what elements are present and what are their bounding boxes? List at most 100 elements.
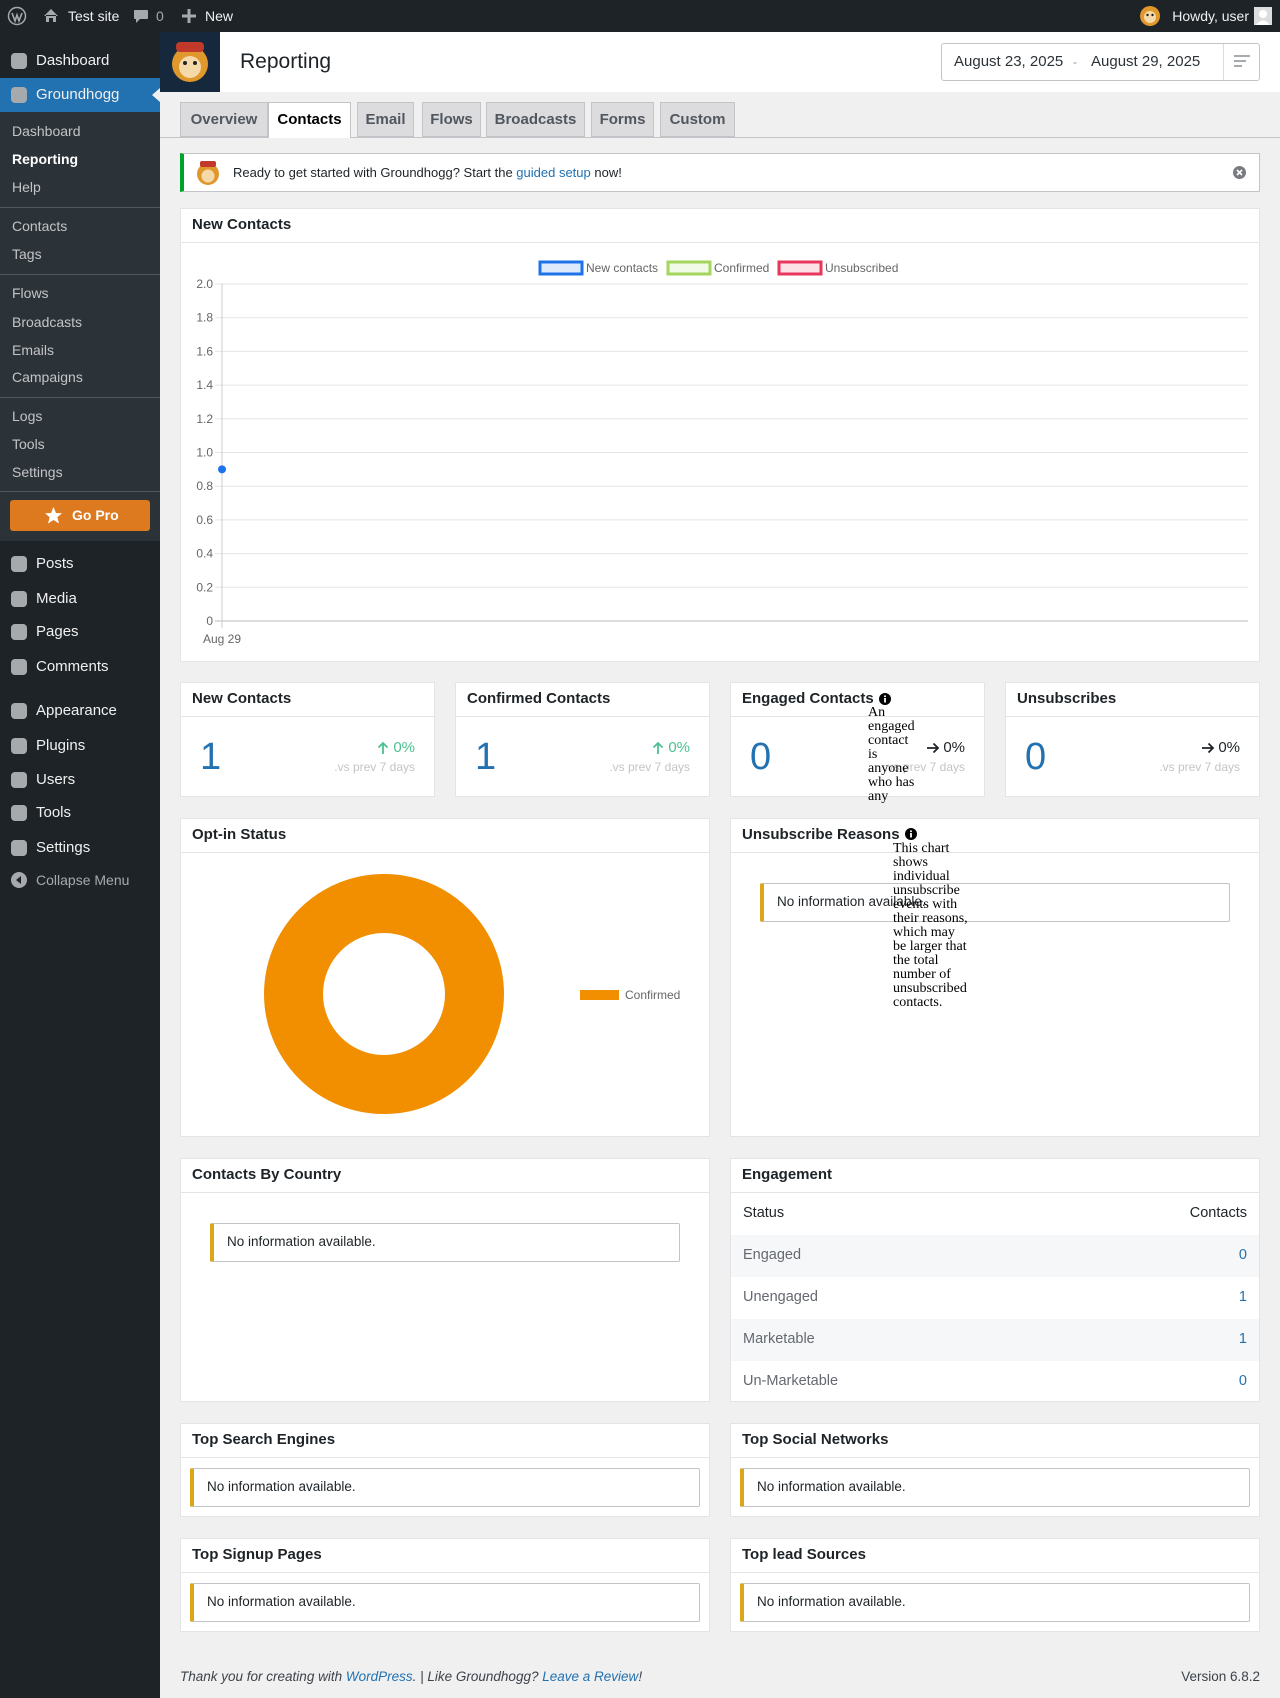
menu-item[interactable]: Users <box>36 771 76 788</box>
submenu-item[interactable]: Help <box>12 178 41 195</box>
notice <box>180 153 1260 192</box>
star-icon <box>45 507 62 524</box>
menu-icon <box>11 624 27 640</box>
admin-bar <box>0 0 1280 32</box>
menu-item[interactable]: Settings <box>36 839 91 856</box>
menu-item[interactable]: Appearance <box>36 702 117 719</box>
submenu-item[interactable]: Contacts <box>12 217 68 234</box>
menu-item[interactable]: Posts <box>36 555 74 572</box>
footer-text: Thank you for creating with <box>180 1668 343 1684</box>
tab[interactable]: Flows <box>422 102 481 137</box>
stat-change: 0% <box>668 739 690 756</box>
panel-title: Engaged Contacts <box>742 690 874 707</box>
notice-text: Ready to get started with Groundhogg? St… <box>233 165 513 181</box>
go-pro-label[interactable]: Go Pro <box>72 506 119 523</box>
submenu-item[interactable]: Flows <box>12 284 49 301</box>
row-label: Unengaged <box>743 1289 818 1306</box>
column-header: Contacts <box>1189 1205 1247 1222</box>
menu-icon <box>11 591 27 607</box>
groundhogg-icon <box>1140 6 1160 26</box>
stat-compare: .vs prev 7 days <box>334 759 415 774</box>
submenu-item[interactable]: Logs <box>12 407 43 424</box>
menu-item[interactable]: Tools <box>36 804 72 821</box>
tab[interactable]: Forms <box>591 102 654 137</box>
opt-in-panel <box>180 818 710 1137</box>
date-separator: - <box>1073 54 1077 69</box>
submenu-item[interactable]: Tools <box>12 435 45 452</box>
menu-icon <box>11 772 27 788</box>
tab[interactable]: Broadcasts <box>486 102 585 137</box>
stat-compare: .vs prev 7 days <box>609 759 690 774</box>
empty-message: No information available. <box>757 1594 906 1610</box>
collapse-icon <box>11 872 27 888</box>
new-contacts-panel <box>180 208 1260 662</box>
comment-count[interactable]: 0 <box>156 7 164 24</box>
trend-arrow <box>653 741 664 754</box>
wp-logo <box>7 6 27 26</box>
notice-box <box>740 1468 1250 1507</box>
panel-divider <box>730 852 1260 853</box>
date-start[interactable]: August 23, 2025 <box>954 53 1064 70</box>
panel-title: Top Signup Pages <box>192 1546 322 1563</box>
stat-compare: .vs prev 7 days <box>884 759 965 774</box>
tab[interactable]: Custom <box>660 102 735 137</box>
submenu-item[interactable]: Settings <box>12 463 63 480</box>
panel-divider <box>730 1457 1260 1458</box>
empty-message: No information available. <box>207 1479 356 1495</box>
panel-divider <box>180 242 1260 243</box>
stat-card <box>1005 682 1260 797</box>
row-value[interactable]: 1 <box>1238 1289 1247 1306</box>
version: Version 6.8.2 <box>1181 1668 1260 1684</box>
info-icon <box>878 693 891 705</box>
row-value[interactable]: 0 <box>1238 1247 1247 1264</box>
date-picker[interactable] <box>941 43 1260 81</box>
stat-value: 1 <box>475 736 497 779</box>
trend-arrow <box>927 742 940 754</box>
menu-pointer <box>152 88 160 102</box>
menu-icon <box>11 87 27 103</box>
new-link[interactable]: New <box>205 7 234 24</box>
tooltip: This chart shows individual unsubscribe … <box>893 841 968 1010</box>
menu-item[interactable]: Pages <box>36 623 79 640</box>
menu-icon <box>11 556 27 572</box>
panel-divider <box>180 1192 710 1193</box>
notice-logo <box>197 161 219 185</box>
menu-item[interactable]: Plugins <box>36 737 86 754</box>
row-value[interactable]: 0 <box>1238 1373 1247 1390</box>
wordpress-link[interactable]: WordPress <box>345 1668 413 1684</box>
submenu-item[interactable]: Broadcasts <box>12 313 83 330</box>
notice-box <box>190 1468 700 1507</box>
panel-divider <box>1005 716 1260 717</box>
row-label: Un-Marketable <box>743 1373 839 1390</box>
panel-title: Unsubscribes <box>1017 690 1117 707</box>
date-end[interactable]: August 29, 2025 <box>1091 53 1201 70</box>
site-name[interactable]: Test site <box>68 7 120 24</box>
menu-icon <box>11 805 27 821</box>
home-icon <box>44 9 58 22</box>
row-value[interactable]: 1 <box>1238 1331 1247 1348</box>
tab[interactable]: Email <box>357 102 414 137</box>
submenu-separator <box>0 397 160 398</box>
menu-item[interactable]: Groundhogg <box>36 86 120 103</box>
panel-divider <box>730 1572 1260 1573</box>
submenu-separator <box>0 491 160 492</box>
menu-item[interactable]: Comments <box>36 658 109 675</box>
howdy[interactable]: Howdy, user <box>1172 7 1249 24</box>
guided-setup-link[interactable]: guided setup <box>516 165 591 181</box>
filter-divider <box>1223 44 1224 80</box>
tab[interactable]: Contacts <box>268 102 351 138</box>
submenu-item[interactable]: Reporting <box>12 150 79 167</box>
menu-item[interactable]: Dashboard <box>36 52 110 69</box>
collapse-menu[interactable]: Collapse Menu <box>36 871 130 888</box>
go-pro-button[interactable] <box>10 500 150 531</box>
tooltip: An engaged contact is anyone who has any <box>868 705 915 804</box>
review-link[interactable]: Leave a Review <box>542 1668 639 1684</box>
tab[interactable]: Overview <box>180 102 268 137</box>
submenu-item[interactable]: Campaigns <box>12 368 83 385</box>
submenu-item[interactable]: Emails <box>12 341 55 358</box>
menu-icon <box>11 659 27 675</box>
submenu-item[interactable]: Tags <box>12 245 42 262</box>
menu-item[interactable]: Media <box>36 590 77 607</box>
row-label: Engaged <box>743 1247 802 1264</box>
submenu-item[interactable]: Dashboard <box>12 122 81 139</box>
